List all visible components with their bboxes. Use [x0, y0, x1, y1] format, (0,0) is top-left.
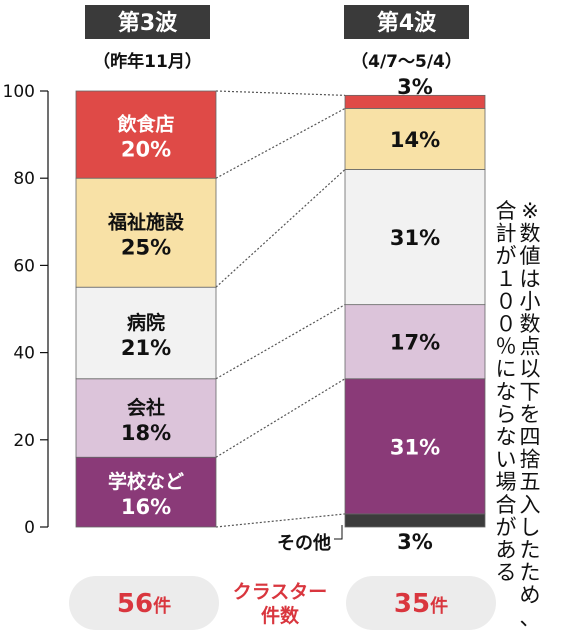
y-tick-label: 0 [24, 518, 35, 538]
bar-segment [75, 286, 217, 380]
segment-value-label: 31% [390, 435, 440, 459]
segment-value-label: 25% [121, 236, 171, 260]
bar-segment [75, 90, 217, 179]
bar-segment [344, 108, 486, 170]
cluster-count-unit: 件 [430, 595, 448, 617]
bar-segment [344, 304, 486, 380]
bar-2: 31% 17% 31% 14% [344, 94, 486, 528]
footnote-column: ※数値は小数点以下を四捨五入したため、 [520, 199, 541, 630]
connector-line [215, 90, 346, 96]
segment-value-label: 14% [390, 128, 440, 152]
bar-header-box [85, 5, 210, 39]
segment-name-label: 会社 [127, 396, 165, 419]
segment-value-label: 18% [121, 421, 171, 445]
y-tick-label: 60 [13, 256, 35, 276]
bar-header-period: （昨年11月） [93, 51, 202, 72]
bar-header-period: （4/7〜5/4） [351, 51, 462, 72]
bar-headers: 第3波 （昨年11月） 第4波 （4/7〜5/4） [85, 5, 469, 72]
bar-segment [344, 513, 486, 528]
cluster-count-text: 56件 [117, 589, 171, 619]
segment-name-label: 福祉施設 [107, 211, 185, 234]
segment-value-label: 3% [397, 530, 433, 554]
segment-value-label: 21% [121, 336, 171, 360]
bar-header-title: 第4波 [377, 10, 437, 36]
segment-value-label: 31% [390, 226, 440, 250]
y-tick-label: 80 [13, 169, 35, 189]
bar-segment [75, 378, 217, 458]
y-axis: 0 20 40 60 80 100 [3, 82, 49, 538]
segment-connectors [215, 90, 346, 528]
connector-line [215, 107, 346, 179]
footnote: ※数値は小数点以下を四捨五入したため、合計が１００％にならない場合がある [496, 199, 541, 630]
y-tick-label: 40 [13, 344, 35, 364]
other-label-leader [334, 525, 343, 540]
bar-segment [344, 169, 486, 306]
segment-value-label: 16% [121, 495, 171, 519]
bar-segment [75, 177, 217, 288]
segment-name-label: 学校など [108, 470, 184, 493]
cluster-count-unit: 件 [153, 595, 171, 617]
connector-line [215, 378, 346, 458]
bar-segment [75, 456, 217, 528]
y-tick-label: 100 [3, 82, 35, 102]
bar-segment [344, 378, 486, 515]
cluster-count-value: 35 [394, 589, 430, 619]
y-tick-label: 20 [13, 431, 35, 451]
cluster-count-label-line1: クラスター [233, 581, 328, 603]
bar-header-box [344, 5, 469, 39]
cluster-count-value: 56 [117, 589, 153, 619]
connector-line [215, 169, 346, 288]
cluster-count-label-line2: 件数 [261, 604, 300, 627]
segment-value-label: 17% [390, 331, 440, 355]
connector-line [215, 513, 346, 528]
cluster-count-pill [69, 576, 219, 630]
segment-name-label: 飲食店 [116, 113, 174, 136]
connector-line [215, 304, 346, 380]
segment-name-label: 病院 [127, 311, 165, 334]
bar-header-title: 第3波 [118, 10, 178, 36]
cluster-count-text: 35件 [394, 589, 448, 619]
footnote-column: 合計が１００％にならない場合がある [496, 199, 517, 585]
segment-value-label: 3% [397, 75, 433, 99]
segment-name-label: その他 [277, 532, 331, 554]
cluster-count-pill [346, 576, 496, 630]
segment-value-label: 20% [121, 138, 171, 162]
bar-segment [344, 94, 486, 109]
